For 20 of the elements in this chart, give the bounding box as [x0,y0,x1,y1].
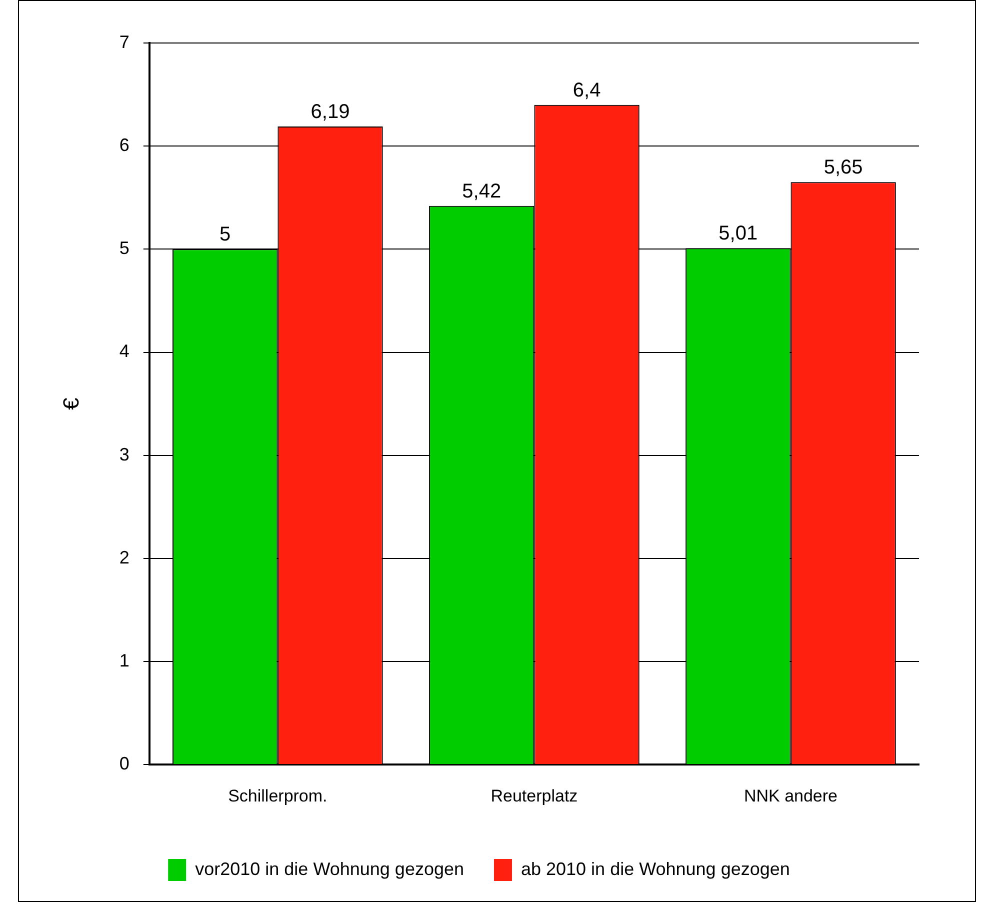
x-tick-label: NNK andere [744,786,838,806]
data-label: 6,19 [310,101,350,124]
y-tick-label: 7 [119,32,130,52]
legend-label: vor2010 in die Wohnung gezogen [195,858,464,879]
y-tick-label: 6 [119,135,130,156]
y-axis-title: € [58,398,84,410]
y-tick-label: 1 [119,650,130,670]
y-tick-label: 3 [119,444,130,464]
y-tick-label: 4 [119,341,130,362]
data-label: 5,01 [718,222,758,245]
data-label: 5,42 [462,180,502,202]
data-label: 5 [220,224,231,246]
x-tick-label: Reuterplatz [490,786,578,806]
x-tick-label: Schillerprom. [228,786,328,806]
y-tick-label: 5 [119,238,130,258]
legend-label: ab 2010 in die Wohnung gezogen [520,858,790,879]
data-label: 6,4 [572,79,601,102]
y-tick-label: 2 [119,547,130,568]
y-tick-label: 0 [119,754,130,774]
data-label: 5,65 [824,156,863,179]
